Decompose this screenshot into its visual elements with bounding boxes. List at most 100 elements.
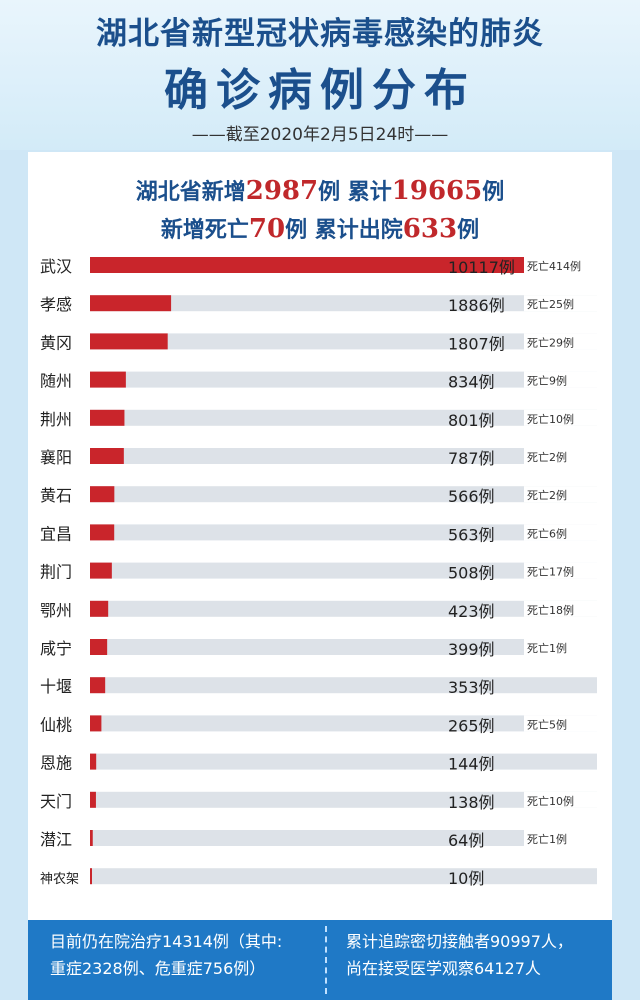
death-label: 死亡9例 — [527, 374, 567, 388]
death-label: 死亡10例 — [527, 794, 574, 808]
value-label: 10例 — [448, 869, 484, 888]
bar-track — [90, 639, 597, 655]
summary-line-1: 湖北省新增2987例 累计19665例 — [0, 174, 640, 206]
death-label: 死亡17例 — [527, 565, 574, 579]
footer-contact-info: 累计追踪密切接触者90997人， 尚在接受医学观察64127人 — [346, 928, 573, 982]
bar-track — [90, 791, 597, 808]
value-label: 801例 — [448, 411, 495, 430]
summary-mid-2: 例 累计出院 — [285, 217, 403, 243]
footer-left-line-1: 目前仍在院治疗14314例（其中: — [50, 932, 283, 951]
value-label: 566例 — [448, 487, 495, 506]
value-label: 787例 — [448, 449, 495, 468]
category-label: 神农架 — [40, 872, 79, 887]
death-box — [524, 409, 597, 426]
category-label: 恩施 — [40, 754, 72, 773]
bar-8 — [90, 562, 112, 579]
category-label: 荆门 — [40, 563, 72, 582]
bar-track — [90, 524, 597, 541]
bar-track — [90, 486, 597, 503]
bar-2 — [90, 333, 168, 350]
bar-1 — [90, 295, 172, 312]
summary-mid-1: 例 累计 — [318, 179, 392, 205]
death-label: 死亡414例 — [527, 259, 581, 273]
death-box — [524, 600, 597, 617]
death-box — [524, 715, 597, 732]
bar-track — [90, 677, 597, 694]
value-label: 265例 — [448, 716, 495, 735]
bar-15 — [90, 830, 93, 846]
bar-track — [90, 868, 597, 885]
category-label: 随州 — [40, 372, 72, 391]
summary-post-2: 例 — [457, 217, 480, 243]
death-box — [524, 830, 597, 846]
category-label: 十堰 — [40, 677, 72, 696]
footer-right-line-1: 累计追踪密切接触者90997人， — [346, 932, 573, 951]
bar-5 — [90, 448, 124, 464]
bar-11 — [90, 677, 106, 694]
death-box — [524, 257, 597, 273]
bar-12 — [90, 715, 102, 732]
bar-3 — [90, 371, 126, 388]
death-label: 死亡25例 — [527, 297, 574, 311]
new-cases-value: 2987 — [245, 176, 319, 206]
header: 湖北省新型冠状病毒感染的肺炎 确诊病例分布 ——截至2020年2月5日24时—— — [0, 0, 640, 150]
discharged-value: 633 — [402, 214, 458, 244]
summary-post-1: 例 — [482, 179, 505, 205]
death-box — [524, 371, 597, 388]
title-line-1: 湖北省新型冠状病毒感染的肺炎 — [96, 16, 544, 52]
bar-16 — [90, 868, 92, 885]
category-label: 武汉 — [40, 257, 72, 276]
bar-9 — [90, 600, 109, 617]
bar-10 — [90, 639, 108, 655]
bar-14 — [90, 791, 96, 808]
summary-pre-1: 湖北省新增 — [135, 179, 246, 205]
category-label: 宜昌 — [40, 524, 72, 543]
death-label: 死亡1例 — [527, 832, 567, 846]
bar-track — [90, 295, 597, 312]
death-label: 死亡1例 — [527, 641, 567, 655]
value-label: 423例 — [448, 602, 495, 621]
category-label: 咸宁 — [40, 639, 72, 658]
new-deaths-value: 70 — [248, 214, 286, 244]
value-label: 353例 — [448, 678, 495, 697]
footer-divider — [325, 926, 327, 994]
value-label: 10117例 — [448, 258, 515, 277]
title-line-2: 确诊病例分布 — [164, 65, 476, 116]
bar-7 — [90, 524, 115, 541]
category-label: 黄冈 — [40, 333, 72, 352]
value-label: 1886例 — [448, 296, 505, 315]
category-label: 荆州 — [40, 410, 72, 429]
category-label: 天门 — [40, 792, 72, 811]
death-box — [524, 448, 597, 464]
value-label: 563例 — [448, 525, 495, 544]
value-label: 64例 — [448, 831, 484, 850]
bar-track — [90, 371, 597, 388]
death-box — [524, 295, 597, 312]
death-label: 死亡10例 — [527, 412, 574, 426]
bar-track — [90, 562, 597, 579]
category-label: 襄阳 — [40, 448, 72, 467]
death-box — [524, 333, 597, 350]
value-label: 834例 — [448, 373, 495, 392]
summary-pre-2: 新增死亡 — [160, 217, 249, 243]
subtitle-date: ——截至2020年2月5日24时—— — [191, 125, 449, 145]
category-label: 鄂州 — [40, 601, 72, 620]
death-label: 死亡18例 — [527, 603, 574, 617]
bar-13 — [90, 753, 97, 770]
category-label: 仙桃 — [40, 715, 72, 734]
total-cases-value: 19665 — [391, 176, 483, 206]
death-label: 死亡2例 — [527, 450, 567, 464]
bar-track — [90, 715, 597, 732]
bar-track — [90, 753, 597, 770]
bar-4 — [90, 409, 125, 426]
death-box — [524, 791, 597, 808]
death-label: 死亡6例 — [527, 526, 567, 540]
bar-track — [90, 448, 597, 464]
death-label: 死亡29例 — [527, 335, 574, 349]
bar-track — [90, 830, 597, 846]
bar-0 — [90, 257, 525, 273]
summary-line-2: 新增死亡70例 累计出院633例 — [0, 212, 640, 244]
death-box — [524, 639, 597, 655]
bar-track — [90, 333, 597, 350]
